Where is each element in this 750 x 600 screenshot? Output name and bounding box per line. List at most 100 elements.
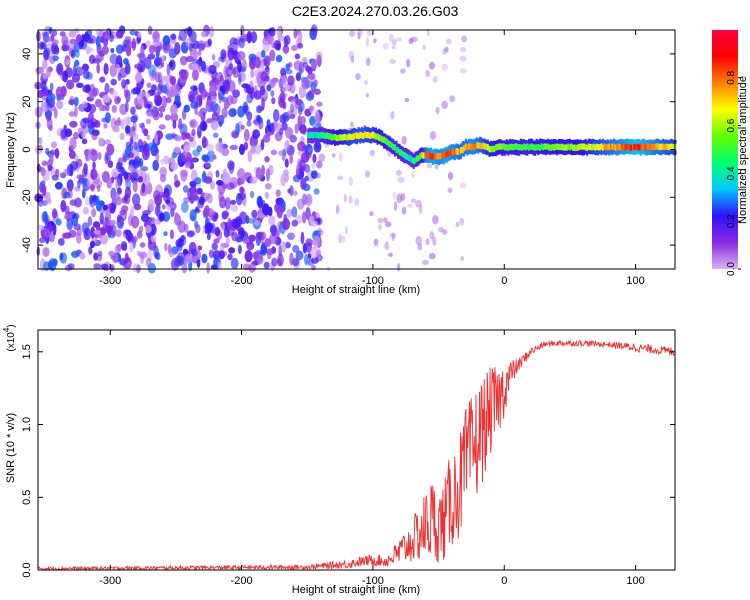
- noise-blob: [201, 137, 209, 148]
- ridge-cell: [624, 144, 627, 151]
- ridge-cell: [576, 144, 579, 151]
- noise-blob: [389, 59, 397, 64]
- noise-blob: [411, 172, 415, 179]
- noise-blob: [99, 76, 106, 83]
- noise-blob: [313, 211, 320, 220]
- noise-blob: [168, 60, 174, 68]
- ridge-cell: [542, 143, 545, 151]
- noise-blob: [302, 193, 308, 206]
- ridge-cell: [496, 144, 499, 151]
- noise-blob: [254, 77, 261, 85]
- noise-blob: [344, 226, 348, 235]
- ridge-cell: [379, 135, 382, 142]
- ridge-cell: [650, 143, 653, 151]
- spectrogram-noise-layer: [34, 24, 467, 274]
- ridge-cell: [567, 143, 570, 150]
- noise-blob: [306, 195, 311, 203]
- ridge-cell: [505, 144, 508, 151]
- ridge-cell: [441, 152, 444, 160]
- noise-blob: [132, 180, 138, 193]
- noise-blob: [270, 90, 275, 97]
- noise-blob: [150, 105, 158, 118]
- noise-blob: [103, 122, 108, 129]
- noise-blob: [292, 245, 300, 253]
- noise-blob: [229, 144, 238, 150]
- ridge-cell: [392, 143, 395, 151]
- noise-blob: [241, 236, 249, 244]
- ridge-cell: [327, 133, 330, 140]
- ridge-cell: [589, 143, 592, 151]
- ridge-cell: [494, 144, 497, 151]
- noise-blob: [158, 124, 166, 130]
- noise-blob: [91, 132, 98, 141]
- noise-blob: [69, 199, 77, 206]
- noise-blob: [115, 29, 124, 39]
- noise-blob: [301, 77, 310, 90]
- y-tick-label: 0.0: [21, 562, 33, 577]
- noise-blob: [66, 79, 75, 90]
- noise-blob: [221, 147, 230, 157]
- noise-blob: [95, 201, 102, 212]
- ridge-cell: [307, 132, 310, 139]
- ridge-cell: [625, 143, 628, 150]
- noise-blob: [281, 74, 287, 86]
- noise-blob: [276, 205, 283, 219]
- noise-blob: [104, 112, 111, 124]
- noise-blob: [182, 248, 189, 256]
- ridge-cell: [548, 144, 551, 151]
- noise-blob: [119, 103, 128, 115]
- noise-blob: [252, 129, 261, 139]
- ridge-cell: [348, 133, 351, 140]
- noise-blob: [98, 137, 105, 147]
- noise-blob: [68, 30, 77, 38]
- noise-blob: [228, 247, 236, 254]
- noise-blob: [425, 69, 430, 78]
- noise-blob: [404, 97, 410, 103]
- ridge-cell: [559, 143, 562, 151]
- ridge-cell: [483, 143, 486, 150]
- noise-blob: [140, 45, 145, 56]
- noise-blob: [209, 84, 217, 96]
- noise-blob: [89, 184, 95, 191]
- noise-blob: [49, 154, 54, 166]
- noise-blob: [130, 126, 136, 132]
- snr-y-label: SNR (10 * v/v): [5, 413, 17, 483]
- noise-blob: [201, 154, 209, 162]
- noise-blob: [158, 212, 165, 222]
- noise-blob: [191, 249, 198, 257]
- noise-blob: [104, 82, 110, 95]
- noise-blob: [42, 72, 48, 80]
- noise-blob: [408, 37, 414, 45]
- noise-blob: [170, 104, 178, 116]
- noise-blob: [123, 257, 132, 269]
- noise-blob: [106, 225, 112, 235]
- ridge-cell: [507, 144, 510, 151]
- noise-blob: [159, 111, 164, 118]
- noise-blob: [77, 179, 81, 189]
- noise-blob: [191, 63, 200, 71]
- noise-blob: [287, 232, 295, 241]
- noise-blob: [53, 108, 58, 119]
- noise-blob: [41, 59, 48, 70]
- noise-blob: [415, 235, 423, 246]
- ridge-cell: [598, 144, 601, 151]
- noise-blob: [100, 263, 109, 270]
- noise-blob: [154, 194, 163, 206]
- noise-blob: [459, 217, 465, 226]
- ridge-cell: [611, 143, 614, 150]
- noise-blob: [282, 218, 291, 231]
- noise-blob: [88, 89, 97, 98]
- noise-blob: [400, 68, 406, 74]
- noise-blob: [208, 64, 217, 75]
- noise-blob: [69, 137, 77, 150]
- x-tick-label: 0: [501, 275, 507, 287]
- noise-blob: [84, 196, 90, 206]
- noise-blob: [253, 219, 261, 226]
- ridge-cell: [387, 140, 390, 147]
- noise-blob: [246, 120, 252, 127]
- noise-blob: [45, 147, 50, 155]
- noise-blob: [302, 242, 308, 254]
- noise-blob: [42, 247, 50, 257]
- noise-blob: [305, 242, 313, 254]
- ridge-cell: [472, 144, 475, 151]
